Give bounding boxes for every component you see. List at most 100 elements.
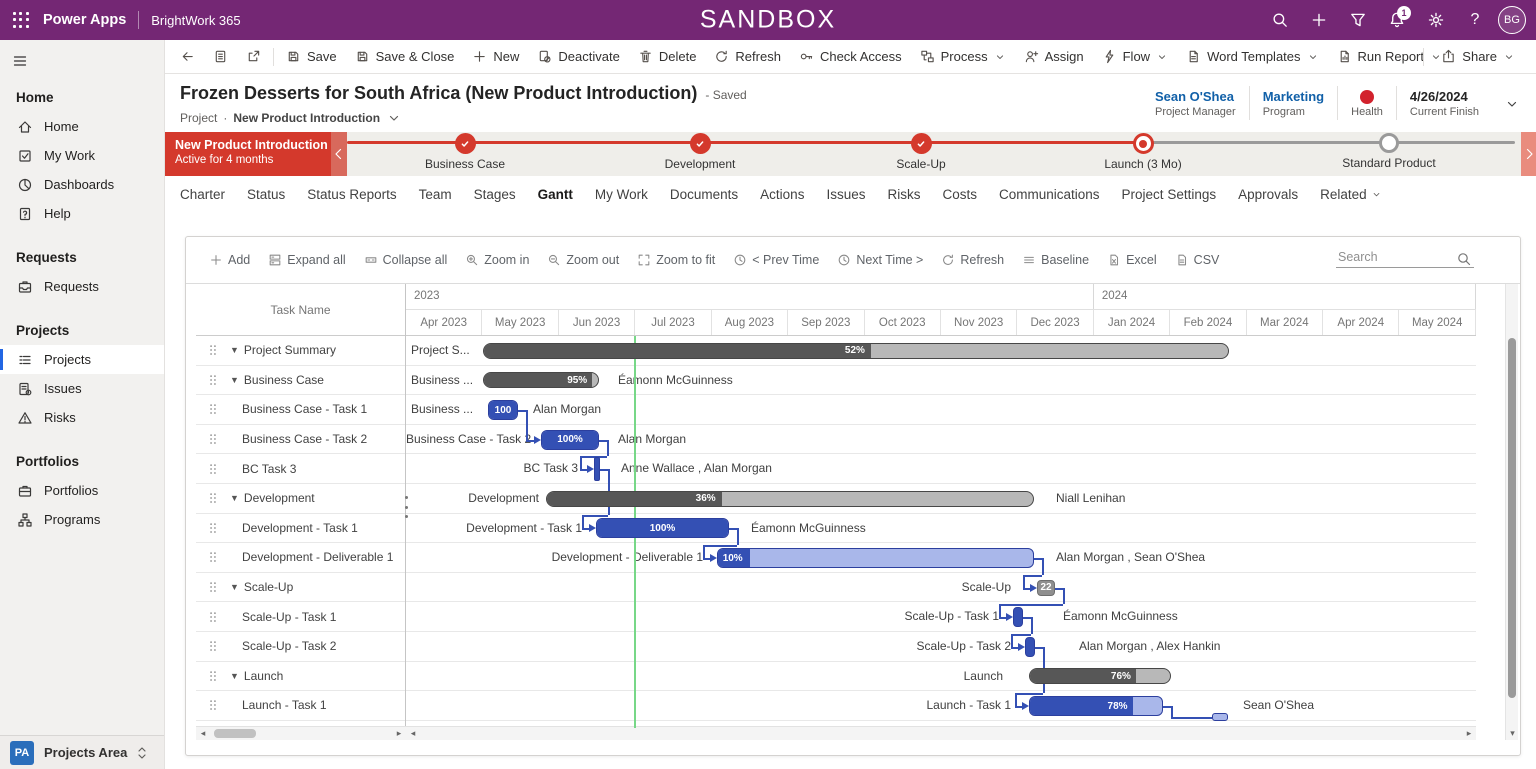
tab-issues[interactable]: Issues — [826, 186, 866, 202]
drag-handle-icon[interactable] — [196, 698, 230, 712]
task-row-scale-up-task-1[interactable]: Scale-Up - Task 1 — [196, 602, 405, 632]
hamburger-menu-icon[interactable] — [12, 50, 34, 72]
cmdbar-word-templates[interactable]: Word Templates — [1177, 44, 1327, 70]
drag-handle-icon[interactable] — [196, 491, 230, 505]
app-name[interactable]: Power Apps — [43, 12, 127, 28]
cmdbar-assign[interactable]: Assign — [1015, 44, 1093, 70]
gantt-bar-development[interactable]: 36% — [546, 490, 1034, 507]
gantt-bar-project-summary[interactable]: 52% — [483, 342, 1229, 359]
sidebar-item-my-work[interactable]: My Work — [0, 141, 164, 170]
drag-handle-icon[interactable] — [196, 639, 230, 653]
task-row-launch-task-1[interactable]: Launch - Task 1 — [196, 691, 405, 721]
cmdbar-share-button[interactable]: Share — [1432, 44, 1524, 70]
cmdbar-save[interactable]: Save — [277, 44, 346, 70]
waffle-menu-icon[interactable] — [13, 12, 29, 28]
cmdbar-popout[interactable] — [237, 44, 270, 70]
gantt-toolbar-add[interactable]: Add — [202, 248, 257, 272]
cmdbar-back[interactable] — [171, 44, 204, 70]
header-field-value[interactable]: Marketing — [1262, 88, 1325, 104]
cmdbar-check-access[interactable]: Check Access — [790, 44, 911, 70]
stage-scale-up[interactable]: Scale-Up — [841, 133, 1001, 171]
scroll-left-arrow[interactable]: ◂ — [200, 728, 206, 738]
collapse-header-icon[interactable] — [1504, 96, 1520, 112]
suite-name[interactable]: BrightWork 365 — [151, 12, 241, 28]
scroll-left-arrow[interactable]: ◂ — [410, 728, 416, 738]
gantt-bar-bc-task-3[interactable] — [594, 457, 600, 482]
gantt-bar-business-case-task-2[interactable]: 100% — [541, 429, 599, 450]
gantt-toolbar-baseline[interactable]: Baseline — [1015, 248, 1096, 272]
drag-handle-icon[interactable] — [196, 550, 230, 564]
cmdbar-delete[interactable]: Delete — [629, 44, 706, 70]
tab-costs[interactable]: Costs — [942, 186, 977, 202]
cmdbar-process[interactable]: Process — [911, 44, 1015, 70]
sidebar-item-portfolios[interactable]: Portfolios — [0, 476, 164, 505]
header-field-value[interactable]: Sean O'Shea — [1155, 88, 1234, 104]
tab-team[interactable]: Team — [418, 186, 452, 202]
task-row-business-case-task-1[interactable]: Business Case - Task 1 — [196, 395, 405, 425]
cmdbar-save-close[interactable]: Save & Close — [346, 44, 464, 70]
tab-gantt[interactable]: Gantt — [537, 186, 573, 202]
collapse-toggle-icon[interactable]: ▼ — [230, 374, 239, 385]
gantt-bar-scale-up[interactable]: 22 — [1037, 579, 1055, 596]
collapse-toggle-icon[interactable]: ▼ — [230, 345, 239, 356]
sidebar-item-home[interactable]: Home — [0, 112, 164, 141]
drag-handle-icon[interactable] — [196, 580, 230, 594]
tab-related[interactable]: Related — [1320, 187, 1382, 202]
sidebar-item-dashboards[interactable]: Dashboards — [0, 170, 164, 199]
gantt-bar-launch[interactable]: 76% — [1029, 668, 1171, 685]
tab-my-work[interactable]: My Work — [594, 186, 648, 202]
gantt-toolbar-next-time[interactable]: Next Time > — [830, 248, 930, 272]
gantt-toolbar-zoom-in[interactable]: Zoom in — [458, 248, 536, 272]
tab-charter[interactable]: Charter — [180, 186, 226, 202]
gantt-bar-development-deliverable-1[interactable]: 10% — [717, 548, 1034, 568]
quick-create-button[interactable] — [1303, 4, 1335, 36]
sidebar-item-issues[interactable]: Issues — [0, 374, 164, 403]
area-switcher[interactable]: PA Projects Area — [0, 735, 164, 769]
cmdbar-deactivate[interactable]: Deactivate — [528, 44, 628, 70]
task-row-business-case-task-2[interactable]: Business Case - Task 2 — [196, 425, 405, 455]
gantt-toolbar-zoom-out[interactable]: Zoom out — [540, 248, 626, 272]
tab-status-reports[interactable]: Status Reports — [307, 186, 397, 202]
cmdbar-new[interactable]: New — [463, 44, 528, 70]
task-row-scale-up[interactable]: ▼ Scale-Up — [196, 573, 405, 603]
cmdbar-flow[interactable]: Flow — [1093, 44, 1177, 70]
gantt-bar-business-case-task-1[interactable]: 100 — [488, 400, 518, 420]
drag-handle-icon[interactable] — [196, 521, 230, 535]
task-row-launch[interactable]: ▼ Launch — [196, 662, 405, 692]
cmdbar-run-report[interactable]: Run Report — [1328, 44, 1451, 70]
tab-actions[interactable]: Actions — [760, 186, 805, 202]
task-row-development[interactable]: ▼ Development — [196, 484, 405, 514]
stage-launch-3-mo[interactable]: Launch (3 Mo) — [1063, 133, 1223, 171]
cmdbar-refresh[interactable]: Refresh — [705, 44, 790, 70]
tab-approvals[interactable]: Approvals — [1238, 186, 1299, 202]
gantt-bar-development-task-1[interactable]: 100% — [596, 518, 729, 539]
tab-risks[interactable]: Risks — [887, 186, 921, 202]
gantt-toolbar-excel[interactable]: Excel — [1100, 248, 1164, 272]
task-row-development-deliverable-1[interactable]: Development - Deliverable 1 — [196, 543, 405, 573]
gantt-toolbar-collapse-all[interactable]: Collapse all — [357, 248, 455, 272]
collapse-toggle-icon[interactable]: ▼ — [230, 493, 239, 504]
help-button[interactable]: ? — [1470, 11, 1480, 28]
drag-handle-icon[interactable] — [196, 610, 230, 624]
search-button[interactable] — [1264, 4, 1296, 36]
task-row-development-task-1[interactable]: Development - Task 1 — [196, 514, 405, 544]
stage-next-button[interactable] — [1521, 132, 1536, 176]
tab-project-settings[interactable]: Project Settings — [1121, 186, 1217, 202]
cmdbar-form[interactable] — [204, 44, 237, 70]
form-selector[interactable]: New Product Introduction — [233, 111, 381, 125]
gantt-bar-scale-up-task-2[interactable] — [1025, 636, 1035, 657]
gantt-toolbar-prev-time[interactable]: < Prev Time — [726, 248, 826, 272]
gantt-toolbar-expand-all[interactable]: Expand all — [261, 248, 352, 272]
avatar[interactable]: BG — [1498, 6, 1526, 34]
tab-communications[interactable]: Communications — [999, 186, 1100, 202]
search-input[interactable] — [1336, 247, 1474, 268]
filter-button[interactable] — [1342, 4, 1374, 36]
stage-standard-product[interactable]: Standard Product — [1309, 133, 1469, 170]
tab-status[interactable]: Status — [247, 186, 286, 202]
stage-business-case[interactable]: Business Case — [385, 133, 545, 171]
vertical-scrollbar[interactable]: ▾ — [1505, 284, 1518, 740]
notifications-button[interactable]: 1 — [1381, 4, 1413, 36]
gantt-toolbar-zoom-to-fit[interactable]: Zoom to fit — [630, 248, 722, 272]
chart-horizontal-scrollbar[interactable]: ◂ ▸ — [406, 726, 1476, 740]
task-row-scale-up-task-2[interactable]: Scale-Up - Task 2 — [196, 632, 405, 662]
